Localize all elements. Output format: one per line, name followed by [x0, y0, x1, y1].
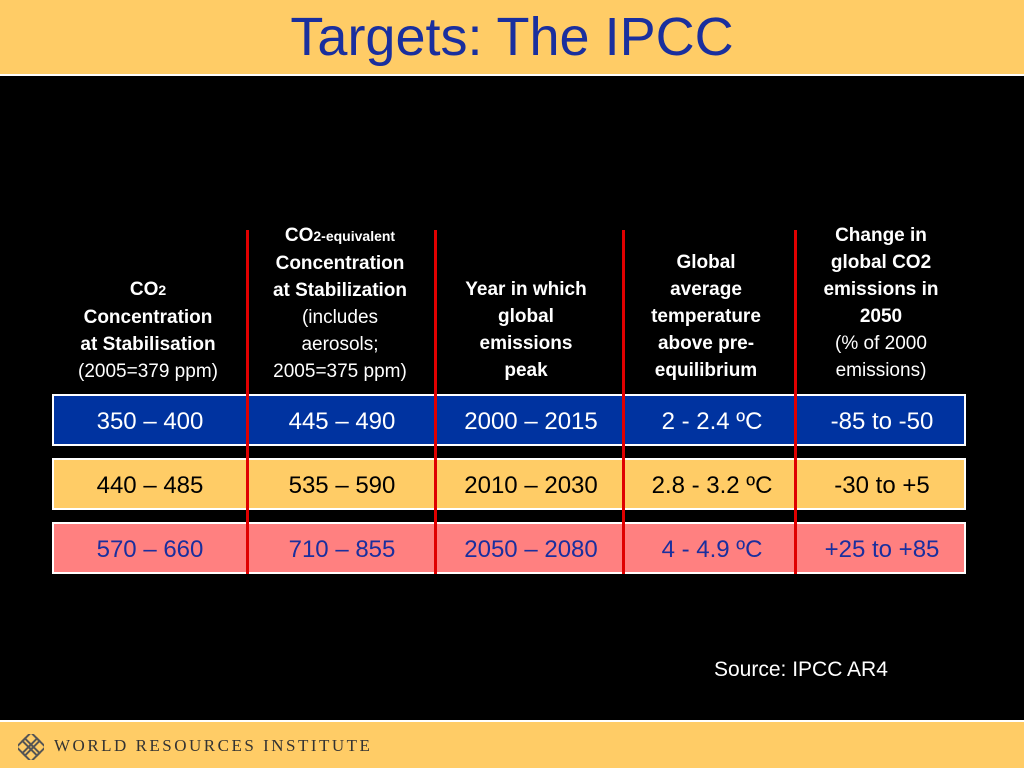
cell-temperature: 2.8 - 3.2 ºC [651, 472, 773, 499]
wri-knot-logo-icon [18, 734, 44, 760]
cell-emissions-change: -30 to +5 [834, 472, 930, 499]
cell-emissions-change: -85 to -50 [830, 408, 934, 435]
cell-co2-equivalent: 535 – 590 [288, 472, 396, 499]
source-note: Source: IPCC AR4 [714, 658, 888, 681]
cell-co2-equivalent: 710 – 855 [288, 536, 396, 563]
table-row: 440 – 485 535 – 590 2010 – 2030 2.8 - 3.… [52, 458, 966, 510]
cell-temperature: 4 - 4.9 ºC [661, 536, 763, 563]
column-divider [246, 230, 249, 574]
column-divider [622, 230, 625, 574]
cell-emissions-change: +25 to +85 [824, 536, 940, 563]
footer-bar: WORLD RESOURCES INSTITUTE [0, 720, 1024, 768]
table-row: 570 – 660 710 – 855 2050 – 2080 4 - 4.9 … [52, 522, 966, 574]
cell-co2-equivalent: 445 – 490 [288, 408, 396, 435]
column-divider [794, 230, 797, 574]
cell-peak-year: 2050 – 2080 [464, 536, 598, 563]
column-divider [434, 230, 437, 574]
cell-peak-year: 2000 – 2015 [464, 408, 598, 435]
header-emissions-change: Change in global CO2 emissions in 2050 (… [823, 225, 939, 381]
slide-title: Targets: The IPCC [290, 7, 734, 67]
cell-temperature: 2 - 2.4 ºC [661, 408, 763, 435]
cell-co2-concentration: 440 – 485 [96, 472, 204, 499]
cell-co2-concentration: 570 – 660 [96, 536, 204, 563]
footer-org-name: WORLD RESOURCES INSTITUTE [54, 736, 373, 755]
cell-co2-concentration: 350 – 400 [96, 408, 204, 435]
title-bar: Targets: The IPCC [0, 0, 1024, 76]
table-row: 350 – 400 445 – 490 2000 – 2015 2 - 2.4 … [52, 394, 966, 446]
cell-peak-year: 2010 – 2030 [464, 472, 598, 499]
header-co2-equivalent: CO2-equivalent Concentration at Stabiliz… [272, 225, 408, 382]
header-peak-year: Year in which global emissions peak [465, 279, 587, 381]
header-global-temperature: Global average temperature above pre- eq… [651, 252, 761, 381]
header-co2-concentration: CO2 Concentration at Stabilisation (2005… [78, 279, 218, 382]
